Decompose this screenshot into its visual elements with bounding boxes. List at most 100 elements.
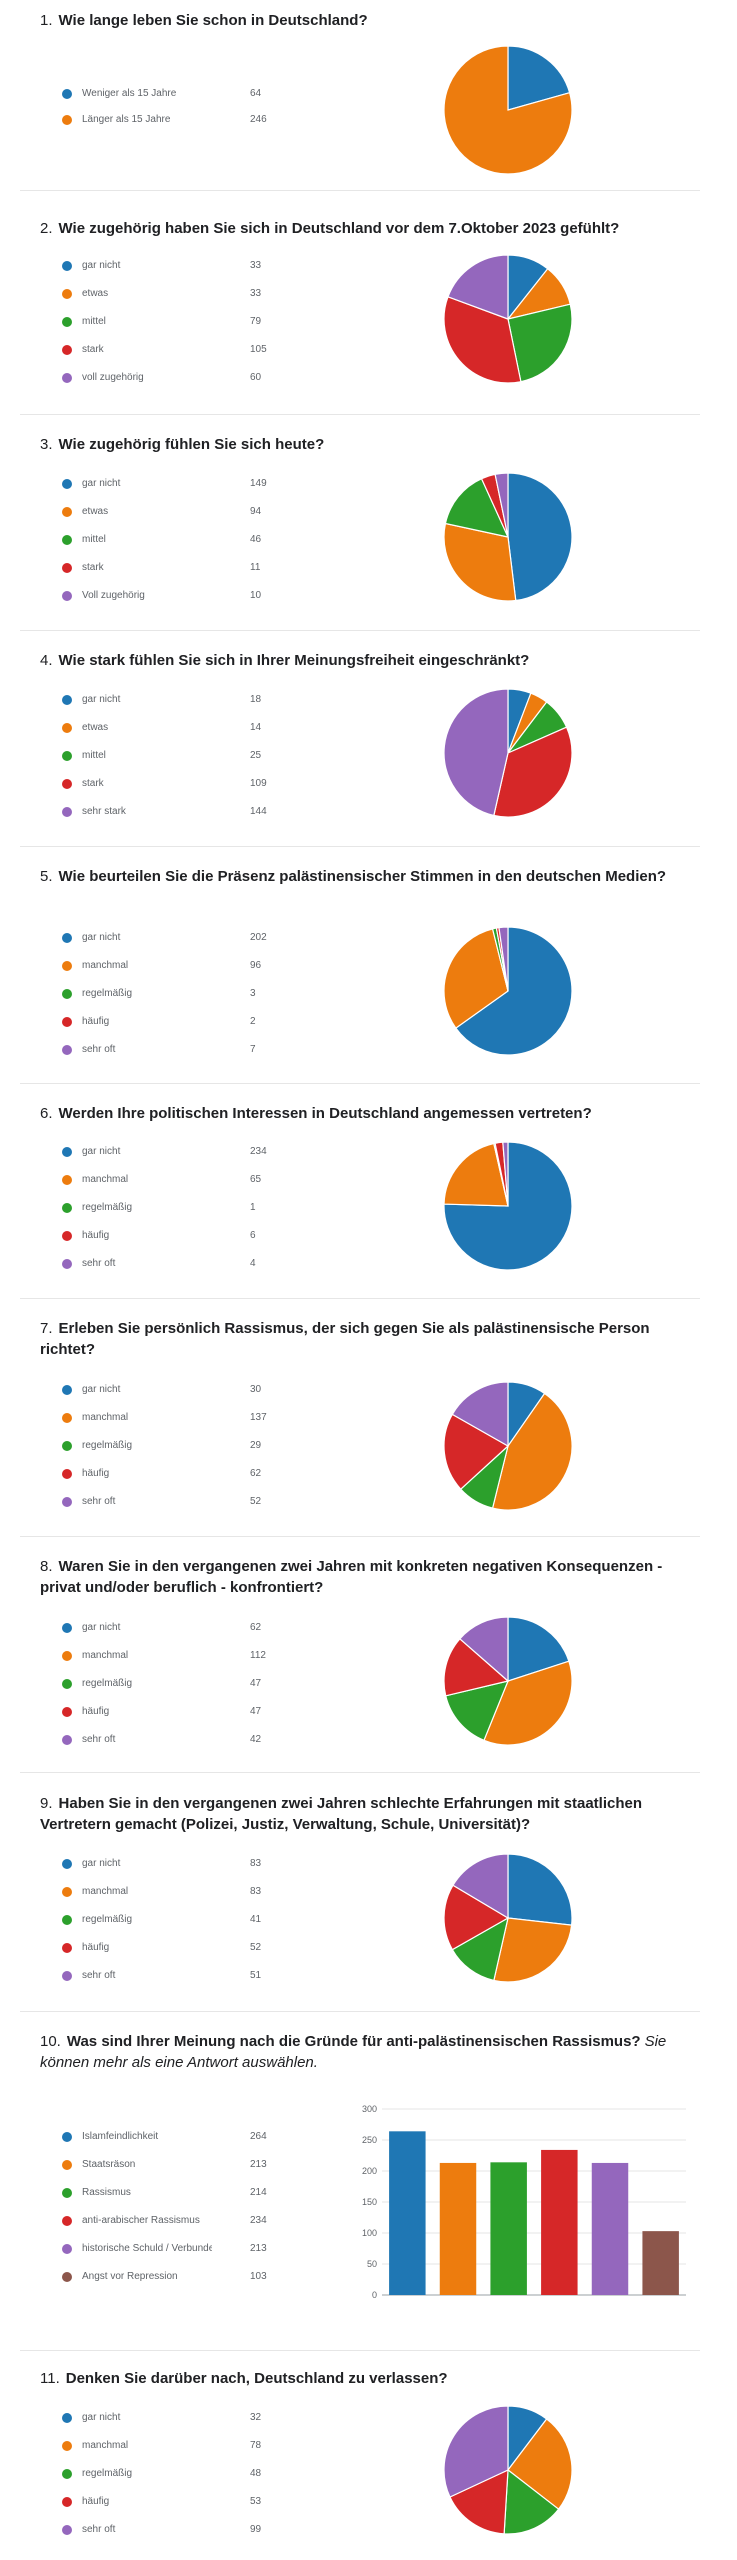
legend-value: 109 bbox=[250, 778, 267, 789]
legend-item: sehr stark 144 bbox=[62, 803, 282, 821]
legend-value: 51 bbox=[250, 1970, 262, 1981]
legend-item: stark 105 bbox=[62, 341, 282, 359]
legend-item: mittel 79 bbox=[62, 313, 282, 331]
legend-swatch bbox=[62, 1469, 72, 1479]
section-divider bbox=[20, 1536, 700, 1537]
legend-item: gar nicht 62 bbox=[62, 1619, 282, 1637]
legend-label: häufig bbox=[82, 1468, 110, 1479]
legend-label: Islamfeindlichkeit bbox=[82, 2131, 159, 2142]
legend-label: regelmäßig bbox=[82, 1202, 133, 1213]
pie-slice bbox=[444, 477, 510, 538]
question-number: 8. bbox=[40, 1558, 53, 1575]
legend-label: sehr oft bbox=[82, 1258, 116, 1269]
legend-value: 14 bbox=[250, 722, 262, 733]
pie-slice bbox=[443, 1413, 510, 1490]
section-divider bbox=[20, 2011, 700, 2012]
question-title: 6. Werden Ihre politischen Interessen in … bbox=[40, 1103, 700, 1124]
pie-slice bbox=[507, 1616, 570, 1682]
pie-slice bbox=[443, 2405, 509, 2498]
legend-item: sehr oft 7 bbox=[62, 1041, 282, 1059]
question-number: 4. bbox=[40, 652, 53, 669]
question-block: 5. Wie beurteilen Sie die Präsenz palästi… bbox=[40, 866, 700, 1083]
legend-value: 33 bbox=[250, 288, 262, 299]
legend-swatch bbox=[62, 1385, 72, 1395]
legend-value: 213 bbox=[250, 2159, 267, 2170]
bar bbox=[490, 2162, 527, 2295]
pie-slice bbox=[451, 1381, 509, 1448]
legend-value: 42 bbox=[250, 1734, 262, 1745]
legend-value: 3 bbox=[250, 988, 256, 999]
legend-item: regelmäßig 1 bbox=[62, 1199, 282, 1217]
legend-swatch bbox=[62, 373, 72, 383]
legend-value: 25 bbox=[250, 750, 262, 761]
legend-value: 103 bbox=[250, 2271, 267, 2282]
legend-value: 214 bbox=[250, 2187, 267, 2198]
legend-item: manchmal 96 bbox=[62, 957, 282, 975]
legend-label: manchmal bbox=[82, 1174, 129, 1185]
legend-value: 94 bbox=[250, 506, 262, 517]
legend-swatch bbox=[62, 1203, 72, 1213]
legend-swatch bbox=[62, 933, 72, 943]
legend-value: 41 bbox=[250, 1914, 262, 1925]
question-number: 11. bbox=[40, 2370, 60, 2387]
legend-swatch bbox=[62, 2413, 72, 2423]
question-block: 8. Waren Sie in den vergangenen zwei Jahr… bbox=[40, 1556, 700, 1772]
legend-label: gar nicht bbox=[82, 1858, 121, 1869]
pie-chart bbox=[443, 688, 573, 818]
legend-item: mittel 25 bbox=[62, 747, 282, 765]
pie-slice bbox=[503, 2468, 560, 2535]
question-text: Wie lange leben Sie schon in Deutschland… bbox=[58, 12, 368, 29]
legend-item: stark 109 bbox=[62, 775, 282, 793]
section-divider bbox=[20, 2350, 700, 2351]
legend-swatch bbox=[62, 345, 72, 355]
pie-slice bbox=[493, 726, 573, 818]
legend-value: 53 bbox=[250, 2496, 262, 2507]
legend-label: manchmal bbox=[82, 2440, 129, 2451]
legend-swatch bbox=[62, 1017, 72, 1027]
pie-slice bbox=[507, 303, 573, 383]
legend-value: 2 bbox=[250, 1016, 256, 1027]
legend-label: gar nicht bbox=[82, 1146, 121, 1157]
legend-swatch bbox=[62, 289, 72, 299]
question-title: 2. Wie zugehörig haben Sie sich in Deutsc… bbox=[40, 218, 700, 239]
legend-value: 7 bbox=[250, 1044, 256, 1055]
legend-item: regelmäßig 47 bbox=[62, 1675, 282, 1693]
y-tick-label: 0 bbox=[372, 2290, 377, 2300]
legend-value: 83 bbox=[250, 1858, 262, 1869]
pie-chart bbox=[443, 2405, 573, 2535]
pie-slice bbox=[483, 1660, 573, 1746]
pie-slice bbox=[443, 688, 509, 817]
legend-label: manchmal bbox=[82, 1650, 129, 1661]
legend-item: häufig 6 bbox=[62, 1227, 282, 1245]
pie-slice bbox=[443, 45, 573, 175]
legend-swatch bbox=[62, 2441, 72, 2451]
pie-slice bbox=[507, 472, 573, 602]
bar bbox=[439, 2162, 477, 2295]
legend-swatch bbox=[62, 695, 72, 705]
legend-swatch bbox=[62, 1943, 72, 1953]
legend-swatch bbox=[62, 989, 72, 999]
legend-label: regelmäßig bbox=[82, 1914, 133, 1925]
legend-label: häufig bbox=[82, 1942, 110, 1953]
legend-value: 112 bbox=[250, 1650, 266, 1661]
legend-item: häufig 47 bbox=[62, 1703, 282, 1721]
legend-value: 62 bbox=[250, 1622, 262, 1633]
legend-label: regelmäßig bbox=[82, 2468, 133, 2479]
legend-item: häufig 2 bbox=[62, 1013, 282, 1031]
pie-slice bbox=[455, 926, 573, 1056]
legend-item: gar nicht 202 bbox=[62, 929, 282, 947]
legend-item: sehr oft 4 bbox=[62, 1255, 282, 1273]
legend-value: 6 bbox=[250, 1230, 256, 1241]
legend-item: häufig 52 bbox=[62, 1939, 282, 1957]
legend-label: mittel bbox=[82, 750, 106, 761]
pie-slice bbox=[447, 254, 509, 320]
pie-slice bbox=[502, 1141, 509, 1207]
pie-slice bbox=[443, 928, 509, 1029]
legend-swatch bbox=[62, 479, 72, 489]
legend-label: etwas bbox=[82, 288, 109, 299]
question-text: Denken Sie darüber nach, Deutschland zu … bbox=[65, 2370, 448, 2387]
legend-swatch bbox=[62, 2132, 72, 2142]
question-block: 11. Denken Sie darüber nach, Deutschland … bbox=[40, 2368, 700, 2548]
legend-value: 4 bbox=[250, 1258, 256, 1269]
legend-label: voll zugehörig bbox=[82, 372, 144, 383]
